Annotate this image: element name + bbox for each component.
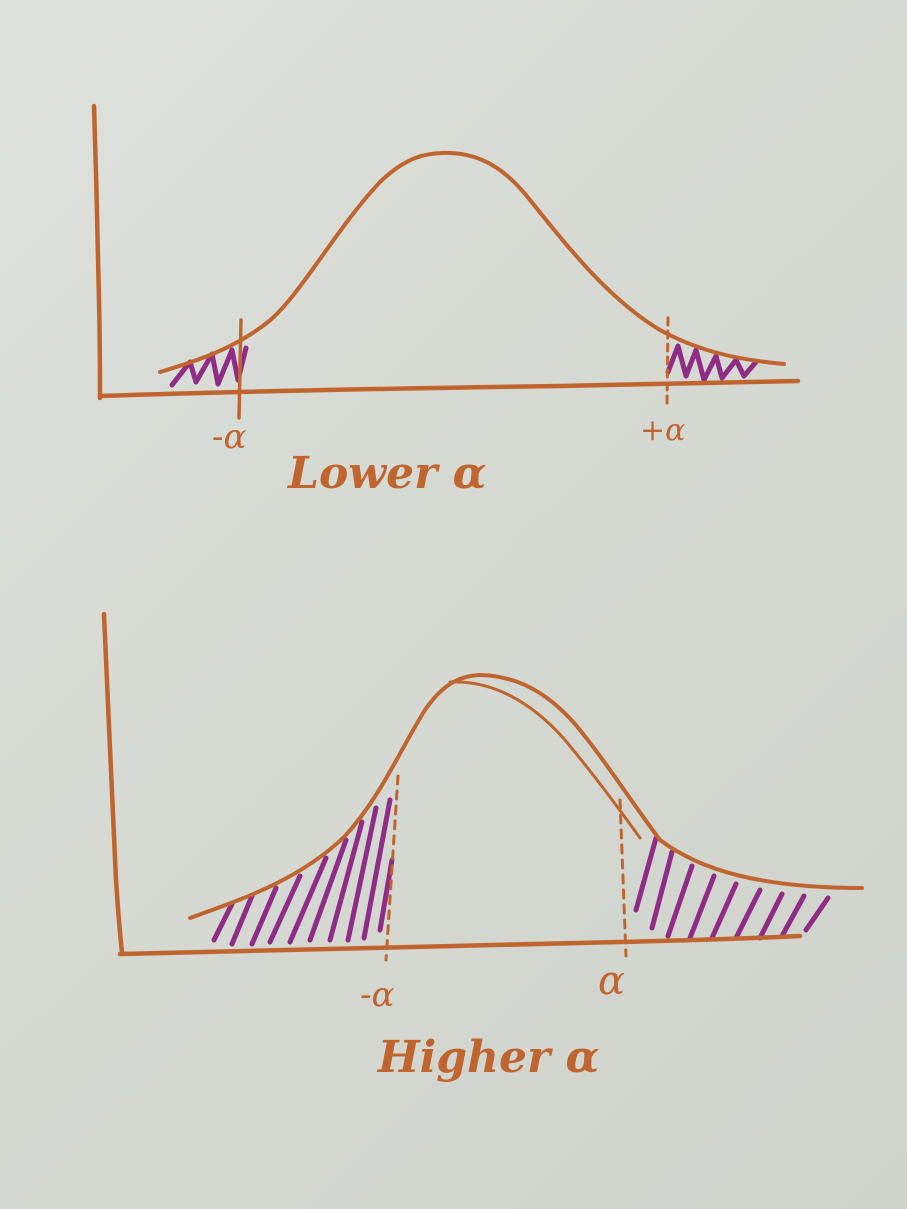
bottom-bell-curve-overstroke xyxy=(448,680,642,840)
top-caption: Lower α xyxy=(286,448,487,499)
bottom-right-critical-line xyxy=(618,798,628,958)
bottom-left-critical-line xyxy=(384,774,400,962)
bottom-left-tick-label: -α xyxy=(360,975,394,1015)
bottom-bell-curve xyxy=(188,673,864,920)
top-right-critical-tick xyxy=(665,316,670,406)
bottom-right-tail-hatching xyxy=(633,835,831,941)
top-left-tick-label: -α xyxy=(212,417,246,457)
top-left-critical-tick xyxy=(237,318,243,420)
bottom-y-axis xyxy=(101,611,125,955)
bottom-x-axis xyxy=(117,933,803,957)
bottom-right-tick-label: α xyxy=(598,958,625,1004)
bottom-panel: -α α Higher α xyxy=(101,611,864,1083)
top-panel: -α +α Lower α xyxy=(91,103,801,499)
top-right-tick-label: +α xyxy=(640,413,685,448)
top-bell-curve xyxy=(158,150,786,374)
top-y-axis xyxy=(91,103,103,401)
top-right-tail-hatching xyxy=(665,343,759,383)
top-x-axis xyxy=(97,378,801,399)
bottom-caption: Higher α xyxy=(376,1032,599,1083)
bottom-left-tail-hatching xyxy=(211,797,395,947)
top-left-tail-hatching xyxy=(169,345,249,388)
